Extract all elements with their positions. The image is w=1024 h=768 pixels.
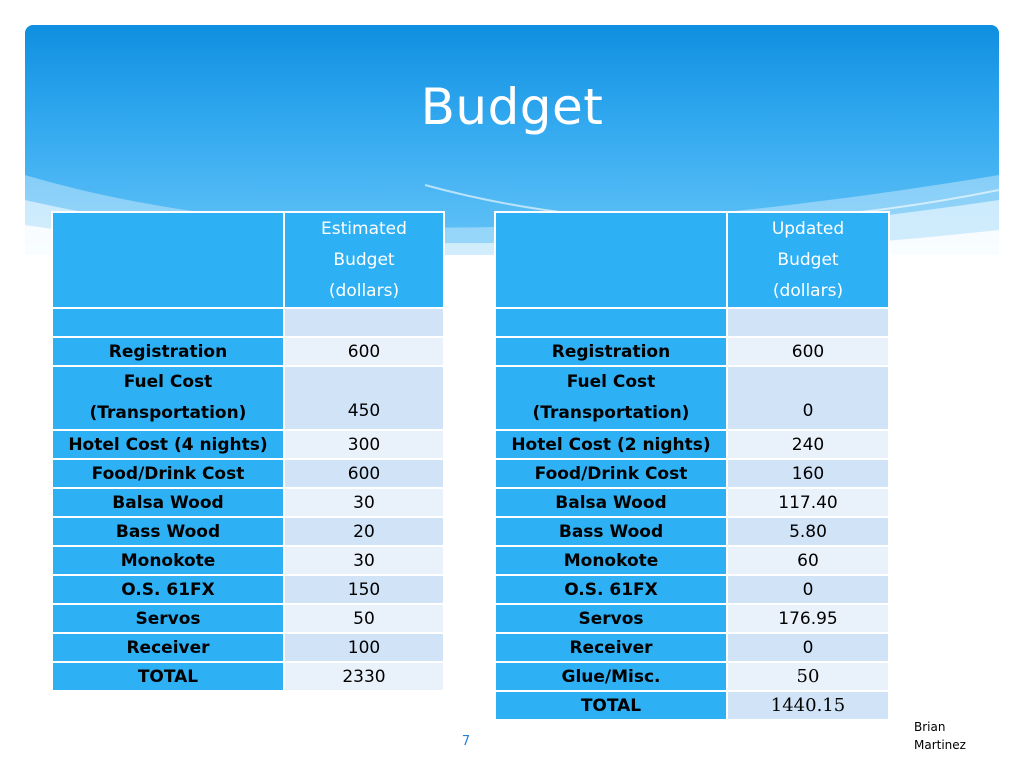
row-label: Bass Wood [51, 516, 285, 547]
row-value: 0 [726, 365, 890, 431]
row-value: 600 [726, 336, 890, 367]
row-value: 117.40 [726, 487, 890, 518]
table-row: Bass Wood 20 [51, 516, 445, 547]
author-name: Brian Martinez [914, 718, 966, 754]
row-value: 50 [726, 661, 890, 692]
row-label: Balsa Wood [494, 487, 728, 518]
table-row [51, 307, 445, 338]
row-label: Food/Drink Cost [51, 458, 285, 489]
table-row: Monokote 30 [51, 545, 445, 576]
row-label: Bass Wood [494, 516, 728, 547]
page-number: 7 [461, 734, 471, 749]
table-row: Receiver 0 [494, 632, 890, 663]
row-value [283, 307, 445, 338]
row-label: Hotel Cost (2 nights) [494, 429, 728, 460]
row-value: 5.80 [726, 516, 890, 547]
row-value: 100 [283, 632, 445, 663]
table-row: Balsa Wood 117.40 [494, 487, 890, 518]
row-label-line: Fuel Cost [123, 372, 213, 392]
table-header-row: Updated Budget (dollars) [494, 211, 890, 309]
row-value: 150 [283, 574, 445, 605]
author-last-name: Martinez [914, 738, 966, 752]
author-first-name: Brian [914, 720, 946, 734]
row-label: Fuel Cost (Transportation) [494, 365, 728, 431]
header-line: (dollars) [772, 281, 844, 301]
row-label-line: (Transportation) [532, 403, 690, 423]
table-row: Fuel Cost (Transportation) 450 [51, 365, 445, 431]
header-line: (dollars) [328, 281, 400, 301]
header-line: Budget [777, 250, 839, 270]
row-value [726, 307, 890, 338]
row-label: Monokote [494, 545, 728, 576]
table-row: Balsa Wood 30 [51, 487, 445, 518]
row-label: Hotel Cost (4 nights) [51, 429, 285, 460]
row-value: 176.95 [726, 603, 890, 634]
table-row-total: TOTAL 1440.15 [494, 690, 890, 721]
row-label: Balsa Wood [51, 487, 285, 518]
table-row: Servos 50 [51, 603, 445, 634]
row-value: 30 [283, 487, 445, 518]
row-label: Servos [494, 603, 728, 634]
row-label: Food/Drink Cost [494, 458, 728, 489]
row-label: Receiver [51, 632, 285, 663]
table-row: Glue/Misc. 50 [494, 661, 890, 692]
row-value: 0 [726, 574, 890, 605]
table-row: Hotel Cost (4 nights) 300 [51, 429, 445, 460]
row-label-line: Fuel Cost [566, 372, 656, 392]
row-value: 50 [283, 603, 445, 634]
row-value: 60 [726, 545, 890, 576]
header-line: Budget [333, 250, 395, 270]
row-value: 300 [283, 429, 445, 460]
table-row: Food/Drink Cost 600 [51, 458, 445, 489]
table-header-row: Estimated Budget (dollars) [51, 211, 445, 309]
row-value: 240 [726, 429, 890, 460]
header-value-cell: Estimated Budget (dollars) [283, 211, 445, 309]
row-label [494, 307, 728, 338]
header-line: Estimated [321, 219, 407, 239]
table-row: Bass Wood 5.80 [494, 516, 890, 547]
row-value: 2330 [283, 661, 445, 692]
row-value: 1440.15 [726, 690, 890, 721]
row-value: 600 [283, 458, 445, 489]
table-row: Fuel Cost (Transportation) 0 [494, 365, 890, 431]
table-row [494, 307, 890, 338]
row-value: 450 [283, 365, 445, 431]
table-row: Receiver 100 [51, 632, 445, 663]
table-row: Registration 600 [494, 336, 890, 367]
header-label-cell [51, 211, 285, 309]
row-label: TOTAL [494, 690, 728, 721]
row-value: 20 [283, 516, 445, 547]
table-row: O.S. 61FX 0 [494, 574, 890, 605]
row-label: Receiver [494, 632, 728, 663]
estimated-budget-table: Estimated Budget (dollars) Registration … [51, 211, 445, 692]
row-label: Fuel Cost (Transportation) [51, 365, 285, 431]
row-label: O.S. 61FX [494, 574, 728, 605]
header-label-cell [494, 211, 728, 309]
header-value-cell: Updated Budget (dollars) [726, 211, 890, 309]
row-label: Registration [51, 336, 285, 367]
row-label [51, 307, 285, 338]
row-value: 0 [726, 632, 890, 663]
table-row: Hotel Cost (2 nights) 240 [494, 429, 890, 460]
row-value: 30 [283, 545, 445, 576]
slide-title: Budget [420, 78, 604, 136]
row-label: O.S. 61FX [51, 574, 285, 605]
table-row-total: TOTAL 2330 [51, 661, 445, 692]
row-value: 160 [726, 458, 890, 489]
table-row: Food/Drink Cost 160 [494, 458, 890, 489]
header-line: Updated [771, 219, 845, 239]
updated-budget-table: Updated Budget (dollars) Registration 60… [494, 211, 890, 721]
table-row: Registration 600 [51, 336, 445, 367]
table-row: Monokote 60 [494, 545, 890, 576]
table-row: O.S. 61FX 150 [51, 574, 445, 605]
row-label: Glue/Misc. [494, 661, 728, 692]
row-label: Registration [494, 336, 728, 367]
table-row: Servos 176.95 [494, 603, 890, 634]
row-label: Monokote [51, 545, 285, 576]
row-label: Servos [51, 603, 285, 634]
row-value: 600 [283, 336, 445, 367]
row-label-line: (Transportation) [89, 403, 247, 423]
row-label: TOTAL [51, 661, 285, 692]
